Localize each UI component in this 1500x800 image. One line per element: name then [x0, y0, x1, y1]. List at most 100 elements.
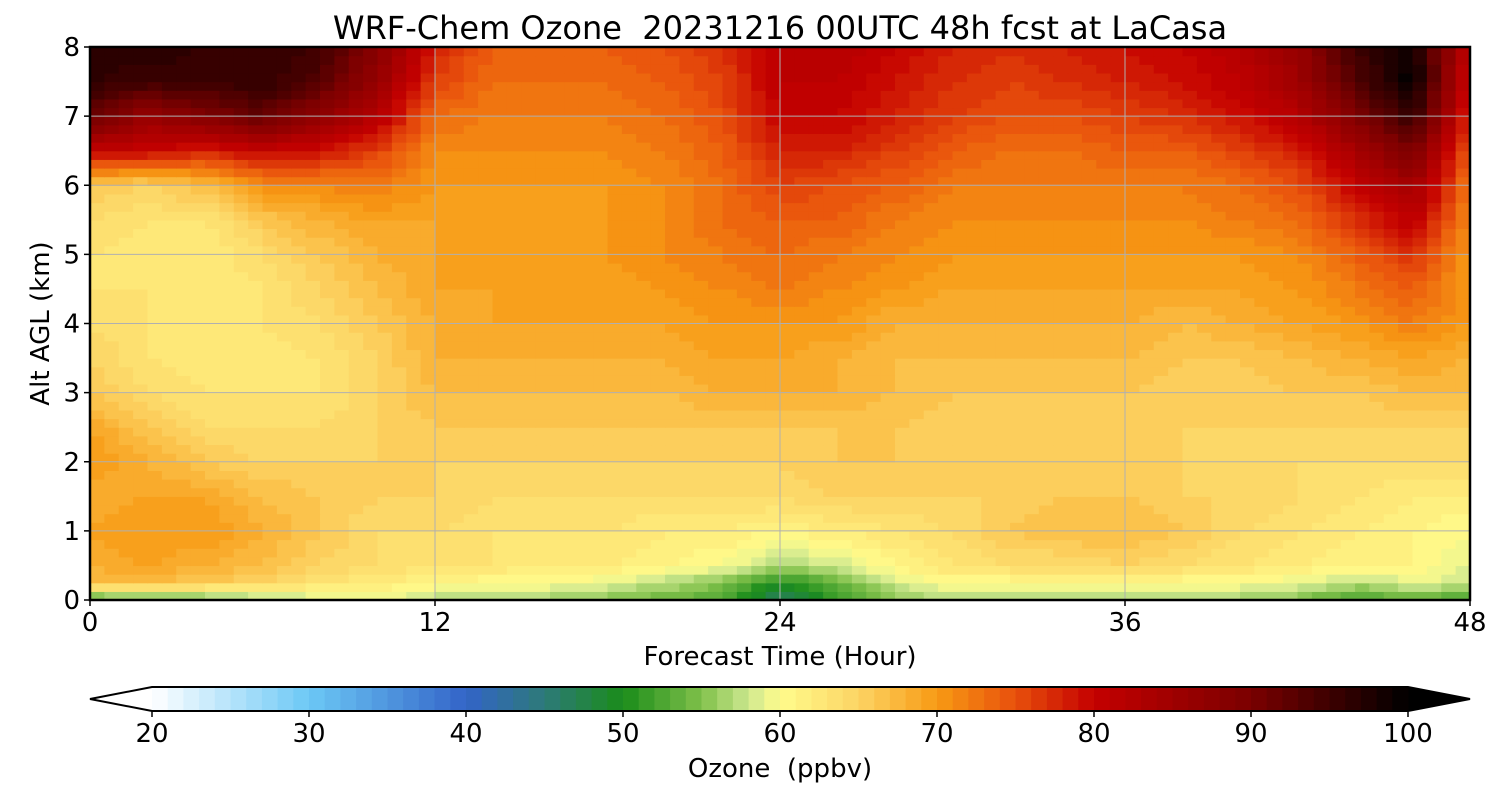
heatmap-cell — [851, 193, 867, 204]
heatmap-cell — [1038, 392, 1054, 402]
heatmap-cell — [190, 263, 206, 273]
heatmap-cell — [693, 288, 709, 299]
heatmap-cell — [492, 392, 508, 402]
heatmap-cell — [593, 297, 609, 307]
heatmap-cell — [406, 314, 422, 325]
heatmap-cell — [1283, 176, 1299, 186]
heatmap-cell — [1168, 340, 1184, 351]
heatmap-cell — [679, 479, 695, 489]
heatmap-cell — [923, 349, 939, 359]
heatmap-cell — [751, 159, 767, 169]
heatmap-cell — [190, 556, 206, 567]
heatmap-cell — [966, 159, 982, 169]
heatmap-cell — [1225, 263, 1241, 273]
heatmap-cell — [923, 245, 939, 255]
heatmap-cell — [1311, 470, 1327, 480]
heatmap-cell — [564, 185, 580, 195]
heatmap-cell — [981, 470, 997, 480]
heatmap-cell — [823, 548, 839, 558]
heatmap-cell — [1311, 263, 1327, 273]
heatmap-cell — [1024, 288, 1040, 299]
heatmap-cell — [909, 591, 925, 601]
heatmap-cell — [1038, 159, 1054, 169]
heatmap-cell — [1096, 539, 1112, 549]
heatmap-cell — [262, 297, 278, 307]
heatmap-cell — [966, 176, 982, 186]
heatmap-cell — [952, 392, 968, 402]
heatmap-cell — [938, 159, 954, 169]
heatmap-cell — [90, 219, 105, 230]
heatmap-cell — [966, 306, 982, 316]
heatmap-cell — [995, 530, 1011, 541]
heatmap-cell — [176, 366, 192, 376]
heatmap-cell — [1254, 237, 1270, 247]
heatmap-cell — [90, 513, 105, 523]
heatmap-cell — [1067, 358, 1083, 368]
heatmap-cell — [1254, 435, 1270, 446]
heatmap-cell — [823, 496, 839, 506]
heatmap-cell — [1053, 185, 1069, 195]
heatmap-cell — [1196, 193, 1212, 204]
heatmap-cell — [794, 375, 810, 385]
heatmap-cell — [478, 496, 494, 506]
heatmap-cell — [923, 548, 939, 558]
heatmap-cell — [521, 167, 537, 178]
heatmap-cell — [133, 574, 149, 584]
heatmap-cell — [1369, 487, 1385, 497]
heatmap-cell — [161, 193, 177, 204]
heatmap-cell — [837, 349, 853, 359]
heatmap-cell — [1139, 167, 1155, 178]
heatmap-cell — [895, 418, 910, 428]
heatmap-cell — [205, 392, 220, 402]
heatmap-cell — [851, 332, 867, 342]
heatmap-cell — [1038, 496, 1054, 506]
heatmap-cell — [133, 193, 149, 204]
heatmap-cell — [808, 530, 824, 541]
heatmap-cell — [391, 418, 407, 428]
heatmap-cell — [1398, 409, 1414, 420]
heatmap-cell — [1211, 366, 1227, 376]
heatmap-cell — [463, 159, 479, 169]
heatmap-cell — [751, 539, 767, 549]
heatmap-cell — [1340, 496, 1356, 506]
heatmap-cell — [449, 470, 465, 480]
heatmap-cell — [320, 539, 335, 549]
heatmap-cell — [578, 176, 594, 186]
heatmap-cell — [693, 167, 709, 178]
heatmap-cell — [851, 435, 867, 446]
heatmap-cell — [1383, 185, 1399, 195]
heatmap-cell — [1182, 409, 1198, 420]
heatmap-cell — [1010, 392, 1025, 402]
heatmap-cell — [952, 306, 968, 316]
heatmap-cell — [765, 228, 781, 238]
heatmap-cell — [1311, 314, 1327, 325]
heatmap-cell — [320, 461, 335, 471]
heatmap-cell — [161, 228, 177, 238]
heatmap-cell — [923, 314, 939, 325]
heatmap-cell — [1081, 383, 1097, 394]
heatmap-cell — [521, 418, 537, 428]
heatmap-cell — [1067, 237, 1083, 247]
heatmap-cell — [463, 409, 479, 420]
heatmap-cell — [880, 280, 896, 290]
heatmap-cell — [981, 375, 997, 385]
heatmap-cell — [1355, 332, 1370, 342]
heatmap-cell — [1182, 297, 1198, 307]
heatmap-cell — [262, 263, 278, 273]
heatmap-cell — [1153, 358, 1169, 368]
heatmap-cell — [1383, 470, 1399, 480]
heatmap-cell — [880, 297, 896, 307]
heatmap-cell — [406, 323, 422, 333]
heatmap-cell — [176, 280, 192, 290]
heatmap-cell — [205, 539, 220, 549]
heatmap-cell — [248, 193, 264, 204]
heatmap-cell — [1225, 288, 1241, 299]
heatmap-cell — [851, 418, 867, 428]
heatmap-cell — [578, 159, 594, 169]
heatmap-cell — [851, 582, 867, 592]
heatmap-cell — [348, 159, 364, 169]
heatmap-cell — [449, 530, 465, 541]
heatmap-cell — [1168, 392, 1184, 402]
heatmap-cell — [708, 323, 724, 333]
heatmap-cell — [190, 280, 206, 290]
